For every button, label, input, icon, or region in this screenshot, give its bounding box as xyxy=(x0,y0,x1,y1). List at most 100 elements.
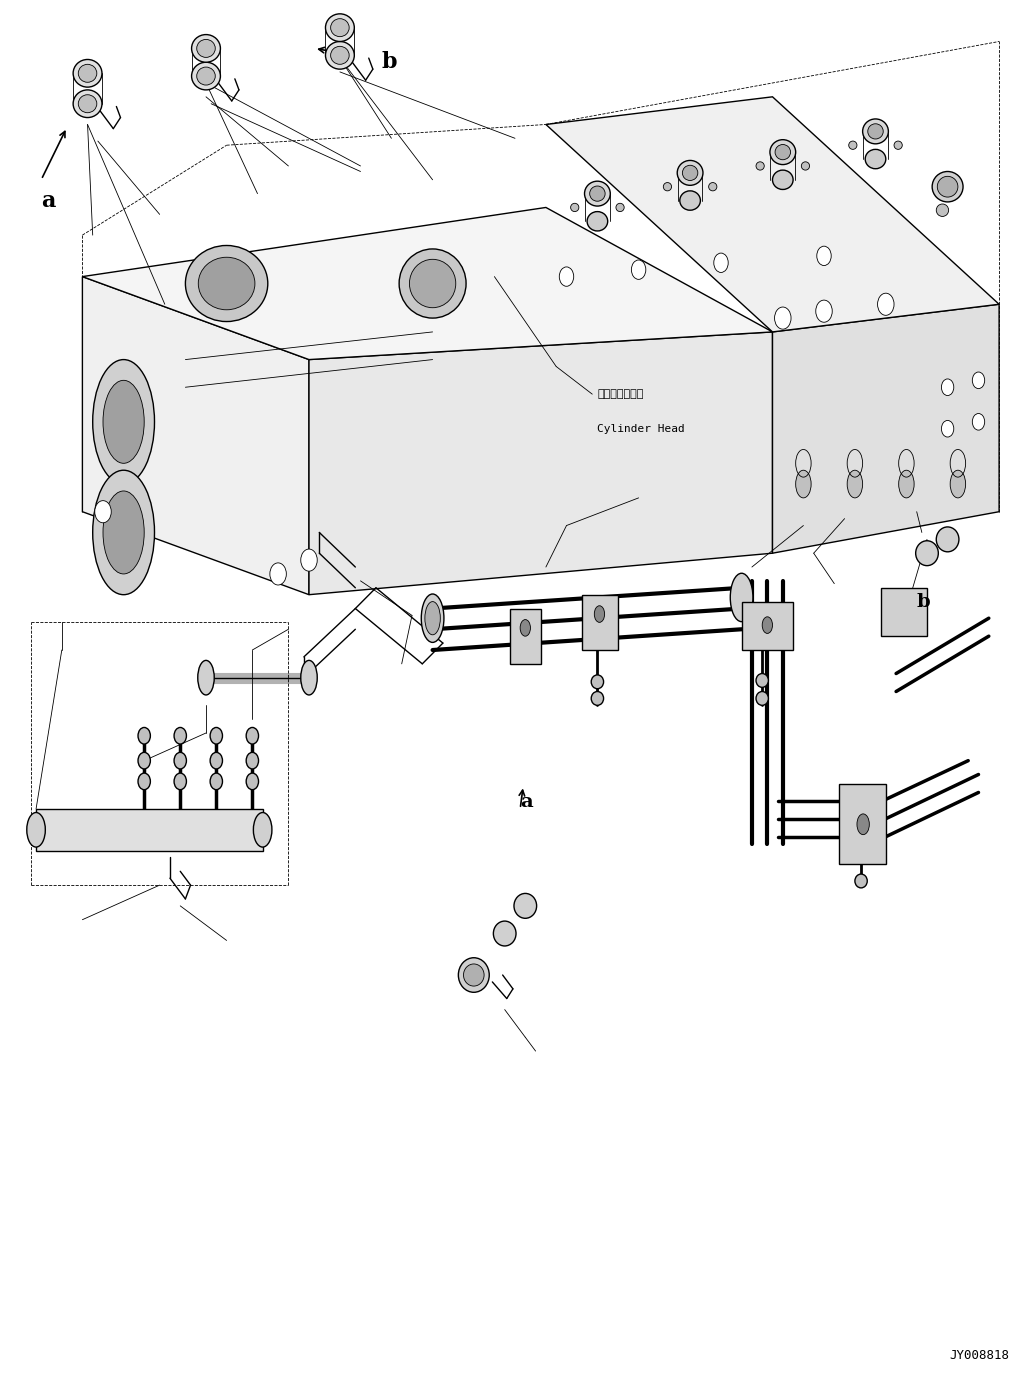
Ellipse shape xyxy=(591,675,604,689)
Ellipse shape xyxy=(756,162,764,170)
Circle shape xyxy=(714,253,728,272)
Circle shape xyxy=(631,260,646,279)
Ellipse shape xyxy=(937,177,958,196)
Ellipse shape xyxy=(192,62,220,90)
Ellipse shape xyxy=(246,752,259,769)
Bar xyxy=(742,602,793,650)
Ellipse shape xyxy=(936,527,959,552)
Ellipse shape xyxy=(331,47,349,64)
Polygon shape xyxy=(309,332,772,595)
Bar xyxy=(881,588,927,636)
Ellipse shape xyxy=(865,149,886,169)
Ellipse shape xyxy=(849,141,857,149)
Ellipse shape xyxy=(801,162,810,170)
Ellipse shape xyxy=(174,727,186,744)
Text: b: b xyxy=(917,592,930,611)
Ellipse shape xyxy=(138,752,150,769)
Ellipse shape xyxy=(198,257,254,310)
Ellipse shape xyxy=(916,541,938,566)
Ellipse shape xyxy=(709,183,717,191)
Ellipse shape xyxy=(73,90,102,118)
Ellipse shape xyxy=(594,606,605,622)
Ellipse shape xyxy=(197,66,215,86)
Ellipse shape xyxy=(103,491,144,574)
Text: b: b xyxy=(381,51,397,73)
Polygon shape xyxy=(82,207,772,360)
Ellipse shape xyxy=(464,964,484,986)
Ellipse shape xyxy=(325,41,354,69)
Ellipse shape xyxy=(174,752,186,769)
Polygon shape xyxy=(546,97,999,332)
Circle shape xyxy=(270,563,286,585)
Circle shape xyxy=(941,420,954,437)
Ellipse shape xyxy=(103,380,144,463)
Circle shape xyxy=(816,300,832,322)
Ellipse shape xyxy=(78,65,97,82)
Ellipse shape xyxy=(772,170,793,189)
Polygon shape xyxy=(772,304,999,553)
Ellipse shape xyxy=(730,573,753,622)
Ellipse shape xyxy=(936,205,949,217)
Text: a: a xyxy=(520,792,533,812)
Ellipse shape xyxy=(210,773,222,790)
Ellipse shape xyxy=(847,470,862,498)
Circle shape xyxy=(941,379,954,396)
Circle shape xyxy=(301,549,317,571)
Ellipse shape xyxy=(894,141,902,149)
Ellipse shape xyxy=(857,813,869,834)
Ellipse shape xyxy=(93,470,154,595)
Circle shape xyxy=(559,267,574,286)
Ellipse shape xyxy=(399,249,466,318)
Text: Cylinder Head: Cylinder Head xyxy=(597,423,685,434)
Ellipse shape xyxy=(571,203,579,212)
Bar xyxy=(510,609,541,664)
Circle shape xyxy=(972,414,985,430)
Circle shape xyxy=(972,372,985,389)
Ellipse shape xyxy=(898,470,915,498)
Ellipse shape xyxy=(138,773,150,790)
Circle shape xyxy=(775,307,791,329)
Ellipse shape xyxy=(246,727,259,744)
Ellipse shape xyxy=(862,119,888,144)
Ellipse shape xyxy=(458,957,489,993)
Ellipse shape xyxy=(78,94,97,112)
Bar xyxy=(36,809,263,851)
Ellipse shape xyxy=(682,165,698,181)
Ellipse shape xyxy=(73,59,102,87)
Ellipse shape xyxy=(246,773,259,790)
Ellipse shape xyxy=(587,212,608,231)
Ellipse shape xyxy=(198,660,214,694)
Ellipse shape xyxy=(520,620,530,636)
Ellipse shape xyxy=(591,692,604,705)
Ellipse shape xyxy=(678,160,702,185)
Ellipse shape xyxy=(795,470,812,498)
Ellipse shape xyxy=(769,140,795,165)
Ellipse shape xyxy=(867,123,884,140)
Ellipse shape xyxy=(680,191,700,210)
Bar xyxy=(839,784,886,864)
Ellipse shape xyxy=(616,203,624,212)
Ellipse shape xyxy=(93,360,154,484)
Ellipse shape xyxy=(138,727,150,744)
Ellipse shape xyxy=(493,921,516,946)
Ellipse shape xyxy=(331,19,349,36)
Polygon shape xyxy=(82,277,309,595)
Ellipse shape xyxy=(514,893,537,918)
Ellipse shape xyxy=(762,617,772,633)
Circle shape xyxy=(817,246,831,266)
Ellipse shape xyxy=(950,470,966,498)
Ellipse shape xyxy=(197,40,215,57)
Text: a: a xyxy=(41,189,56,212)
Ellipse shape xyxy=(325,14,354,41)
Circle shape xyxy=(95,501,111,523)
Ellipse shape xyxy=(589,187,606,202)
Ellipse shape xyxy=(185,245,268,321)
Ellipse shape xyxy=(421,595,444,642)
Ellipse shape xyxy=(663,183,672,191)
Ellipse shape xyxy=(855,874,867,888)
Ellipse shape xyxy=(409,259,455,308)
Ellipse shape xyxy=(585,181,610,206)
Ellipse shape xyxy=(192,35,220,62)
Ellipse shape xyxy=(27,812,45,846)
Text: JY008818: JY008818 xyxy=(950,1350,1009,1362)
